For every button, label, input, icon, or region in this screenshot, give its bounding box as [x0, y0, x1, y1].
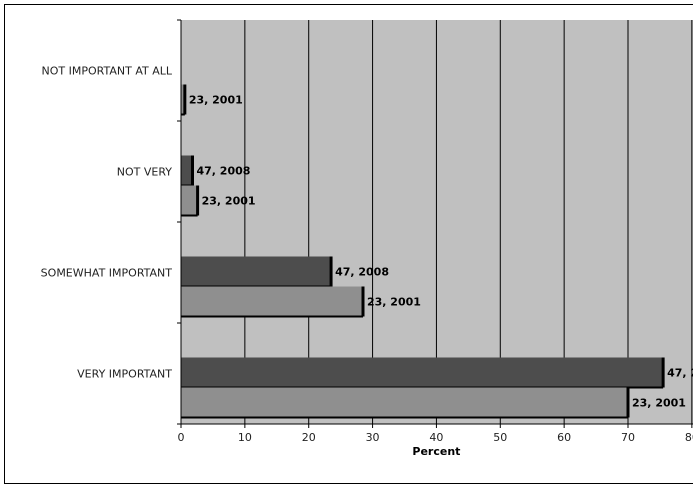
category-label: VERY IMPORTANT: [77, 368, 172, 381]
x-axis-title: Percent: [412, 445, 460, 458]
bar-chart: 23, 2001 47, 2008 23, 2001 47, 2008 23, 2001…: [0, 0, 693, 469]
x-tick-label: 30: [366, 431, 380, 444]
category-label: SOMEWHAT IMPORTANT: [41, 267, 173, 280]
bar-2001-1: [181, 186, 198, 216]
category-label: NOT IMPORTANT AT ALL: [42, 65, 173, 78]
category-label: NOT VERY: [117, 166, 173, 179]
bar-2008-1: [181, 156, 192, 186]
data-label: 47, 2008: [335, 266, 389, 279]
data-label: 47, 2008: [196, 165, 250, 178]
y-axis: NOT IMPORTANT AT ALL NOT VERY SOMEWHAT IMP…: [41, 20, 181, 424]
x-tick-label: 60: [557, 431, 571, 444]
x-tick-label: 0: [178, 431, 185, 444]
data-label: 23, 2001: [367, 296, 421, 309]
data-label: 23, 2001: [189, 94, 243, 107]
x-tick-label: 10: [238, 431, 252, 444]
bar-2008-2: [181, 257, 331, 287]
data-label: 23, 2001: [202, 195, 256, 208]
x-tick-label: 50: [493, 431, 507, 444]
bar-2008-3: [181, 358, 663, 388]
x-tick-label: 20: [302, 431, 316, 444]
x-tick-label: 80: [685, 431, 693, 444]
x-tick-label: 40: [429, 431, 443, 444]
data-label: 47, 2008: [667, 367, 693, 380]
data-label: 23, 2001: [632, 397, 686, 410]
bar-2001-2: [181, 287, 363, 317]
x-tick-label: 70: [621, 431, 635, 444]
x-axis: 0 10 20 30 40 50 60 70 80: [178, 424, 693, 444]
bar-2001-3: [181, 388, 628, 418]
